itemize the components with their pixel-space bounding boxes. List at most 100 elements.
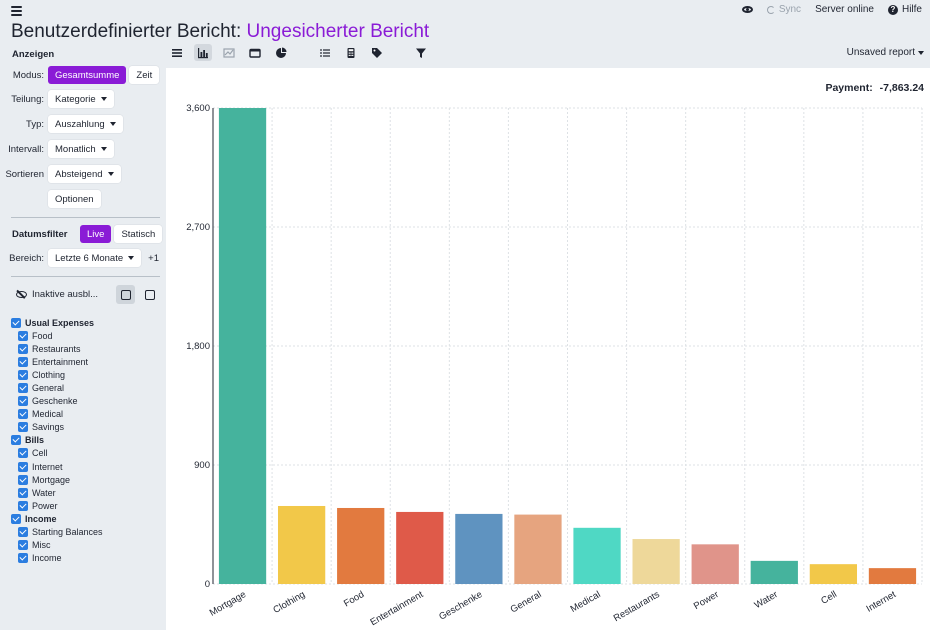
help-button[interactable]: ? Hilfe xyxy=(887,4,922,15)
category-item[interactable]: Starting Balances xyxy=(11,526,103,539)
category-item[interactable]: Mortgage xyxy=(11,473,103,486)
checkbox-checked-icon[interactable] xyxy=(18,500,28,511)
category-group[interactable]: Bills xyxy=(11,434,103,447)
bar[interactable] xyxy=(337,507,385,584)
category-item[interactable]: Food xyxy=(11,329,103,342)
split-select[interactable]: Kategorie xyxy=(48,90,114,108)
divider xyxy=(11,217,160,218)
area-chart-button[interactable] xyxy=(220,44,238,61)
report-name[interactable]: Ungesicherter Bericht xyxy=(246,21,430,42)
tag-button[interactable] xyxy=(368,44,386,61)
checkbox-checked-icon[interactable] xyxy=(18,474,28,485)
hide-inactive-toggle[interactable]: Inaktive ausbl... xyxy=(16,289,98,300)
checkbox-checked-icon[interactable] xyxy=(18,487,28,498)
checkbox-checked-icon[interactable] xyxy=(18,553,28,564)
sort-select[interactable]: Absteigend xyxy=(48,165,121,183)
checkbox-checked-icon[interactable] xyxy=(18,448,28,459)
checkbox-checked-icon[interactable] xyxy=(18,343,28,354)
bar[interactable] xyxy=(809,564,858,584)
range-select[interactable]: Letzte 6 Monate xyxy=(48,249,142,267)
bar[interactable] xyxy=(691,544,739,584)
sync-button[interactable]: Sync xyxy=(766,4,801,15)
category-item[interactable]: Power xyxy=(11,499,103,512)
bar[interactable] xyxy=(218,108,267,584)
category-item[interactable]: Savings xyxy=(11,421,103,434)
y-tick-label: 1,800 xyxy=(186,341,210,352)
category-item[interactable]: Misc xyxy=(11,539,103,552)
category-item[interactable]: Medical xyxy=(11,408,103,421)
x-tick-label: Restaurants xyxy=(612,589,662,624)
category-item[interactable]: Water xyxy=(11,486,103,499)
mode-total-button[interactable]: Gesamtsumme xyxy=(48,66,127,84)
checkbox-checked-icon[interactable] xyxy=(18,422,28,433)
checkbox-checked-icon[interactable] xyxy=(18,383,28,394)
range-extra-button[interactable]: +1 xyxy=(148,252,159,264)
options-button[interactable]: Optionen xyxy=(48,190,101,208)
help-label: Hilfe xyxy=(901,4,922,15)
bar[interactable] xyxy=(750,560,798,584)
split-label: Teilung: xyxy=(11,93,44,105)
category-group[interactable]: Income xyxy=(11,512,103,525)
category-item[interactable]: General xyxy=(11,381,103,394)
x-tick-label: Clothing xyxy=(271,589,307,616)
bar[interactable] xyxy=(868,568,917,584)
calculator-button[interactable] xyxy=(342,44,360,61)
list-view-button[interactable] xyxy=(316,44,334,61)
category-item[interactable]: Clothing xyxy=(11,368,103,381)
privacy-toggle[interactable] xyxy=(741,6,753,13)
checkbox-checked-icon[interactable] xyxy=(11,513,21,524)
payment-label: Payment: xyxy=(825,82,873,94)
top-right-status: Sync Server online ? Hilfe xyxy=(741,4,922,15)
checkbox-checked-icon[interactable] xyxy=(18,396,28,407)
mode-label: Modus: xyxy=(12,69,44,81)
checkbox-checked-icon[interactable] xyxy=(18,540,28,551)
date-filter-title: Datumsfilter xyxy=(12,228,68,240)
range-row: Bereich: Letzte 6 Monate +1 xyxy=(0,249,166,267)
category-group[interactable]: Usual Expenses xyxy=(11,316,103,329)
card-view-button[interactable] xyxy=(246,44,264,61)
select-all-button[interactable] xyxy=(116,285,135,304)
chart-panel: Payment: -7,863.24 0 900 1,800 2,700 3,600 Mo… xyxy=(166,68,930,630)
bar[interactable] xyxy=(396,511,444,584)
checkbox-checked-icon[interactable] xyxy=(18,461,28,472)
checkbox-checked-icon[interactable] xyxy=(18,527,28,538)
bar[interactable] xyxy=(514,514,562,584)
category-item[interactable]: Entertainment xyxy=(11,355,103,368)
interval-select[interactable]: Monatlich xyxy=(48,140,114,158)
filter-button[interactable] xyxy=(412,44,430,61)
copy-selection-button[interactable] xyxy=(140,285,159,304)
bar-chart-button[interactable] xyxy=(194,44,212,61)
category-item[interactable]: Income xyxy=(11,552,103,565)
checkbox-checked-icon[interactable] xyxy=(18,330,28,341)
category-item[interactable]: Restaurants xyxy=(11,342,103,355)
chevron-down-icon xyxy=(107,172,114,176)
display-section-title: Anzeigen xyxy=(12,49,55,60)
category-item[interactable]: Geschenke xyxy=(11,395,103,408)
static-button[interactable]: Statisch xyxy=(114,225,163,243)
category-item[interactable]: Internet xyxy=(11,460,103,473)
checkbox-checked-icon[interactable] xyxy=(11,317,21,328)
x-tick-label: General xyxy=(509,589,544,615)
bar[interactable] xyxy=(573,527,621,584)
table-view-button[interactable] xyxy=(168,44,186,61)
hamburger-menu-icon[interactable] xyxy=(11,6,22,16)
checkbox-checked-icon[interactable] xyxy=(18,356,28,367)
tag-icon xyxy=(372,47,382,58)
chevron-down-icon xyxy=(100,147,107,151)
pie-chart-button[interactable] xyxy=(272,44,290,61)
category-item[interactable]: Cell xyxy=(11,447,103,460)
title-prefix: Benutzerdefinierter Bericht: xyxy=(11,21,242,42)
checkbox-checked-icon[interactable] xyxy=(11,435,21,446)
checkbox-checked-icon[interactable] xyxy=(18,369,28,380)
checkbox-checked-icon[interactable] xyxy=(18,409,28,420)
type-select[interactable]: Auszahlung xyxy=(48,115,123,133)
category-list: Usual Expenses Food Restaurants Entertai… xyxy=(11,316,103,565)
options-row: Optionen xyxy=(0,190,166,208)
report-selector[interactable]: Unsaved report xyxy=(847,47,924,58)
live-button[interactable]: Live xyxy=(80,225,112,243)
bar[interactable] xyxy=(277,505,326,584)
server-status: Server online xyxy=(815,4,874,15)
bar[interactable] xyxy=(632,539,680,584)
bar[interactable] xyxy=(455,513,503,584)
mode-time-button[interactable]: Zeit xyxy=(129,66,160,84)
